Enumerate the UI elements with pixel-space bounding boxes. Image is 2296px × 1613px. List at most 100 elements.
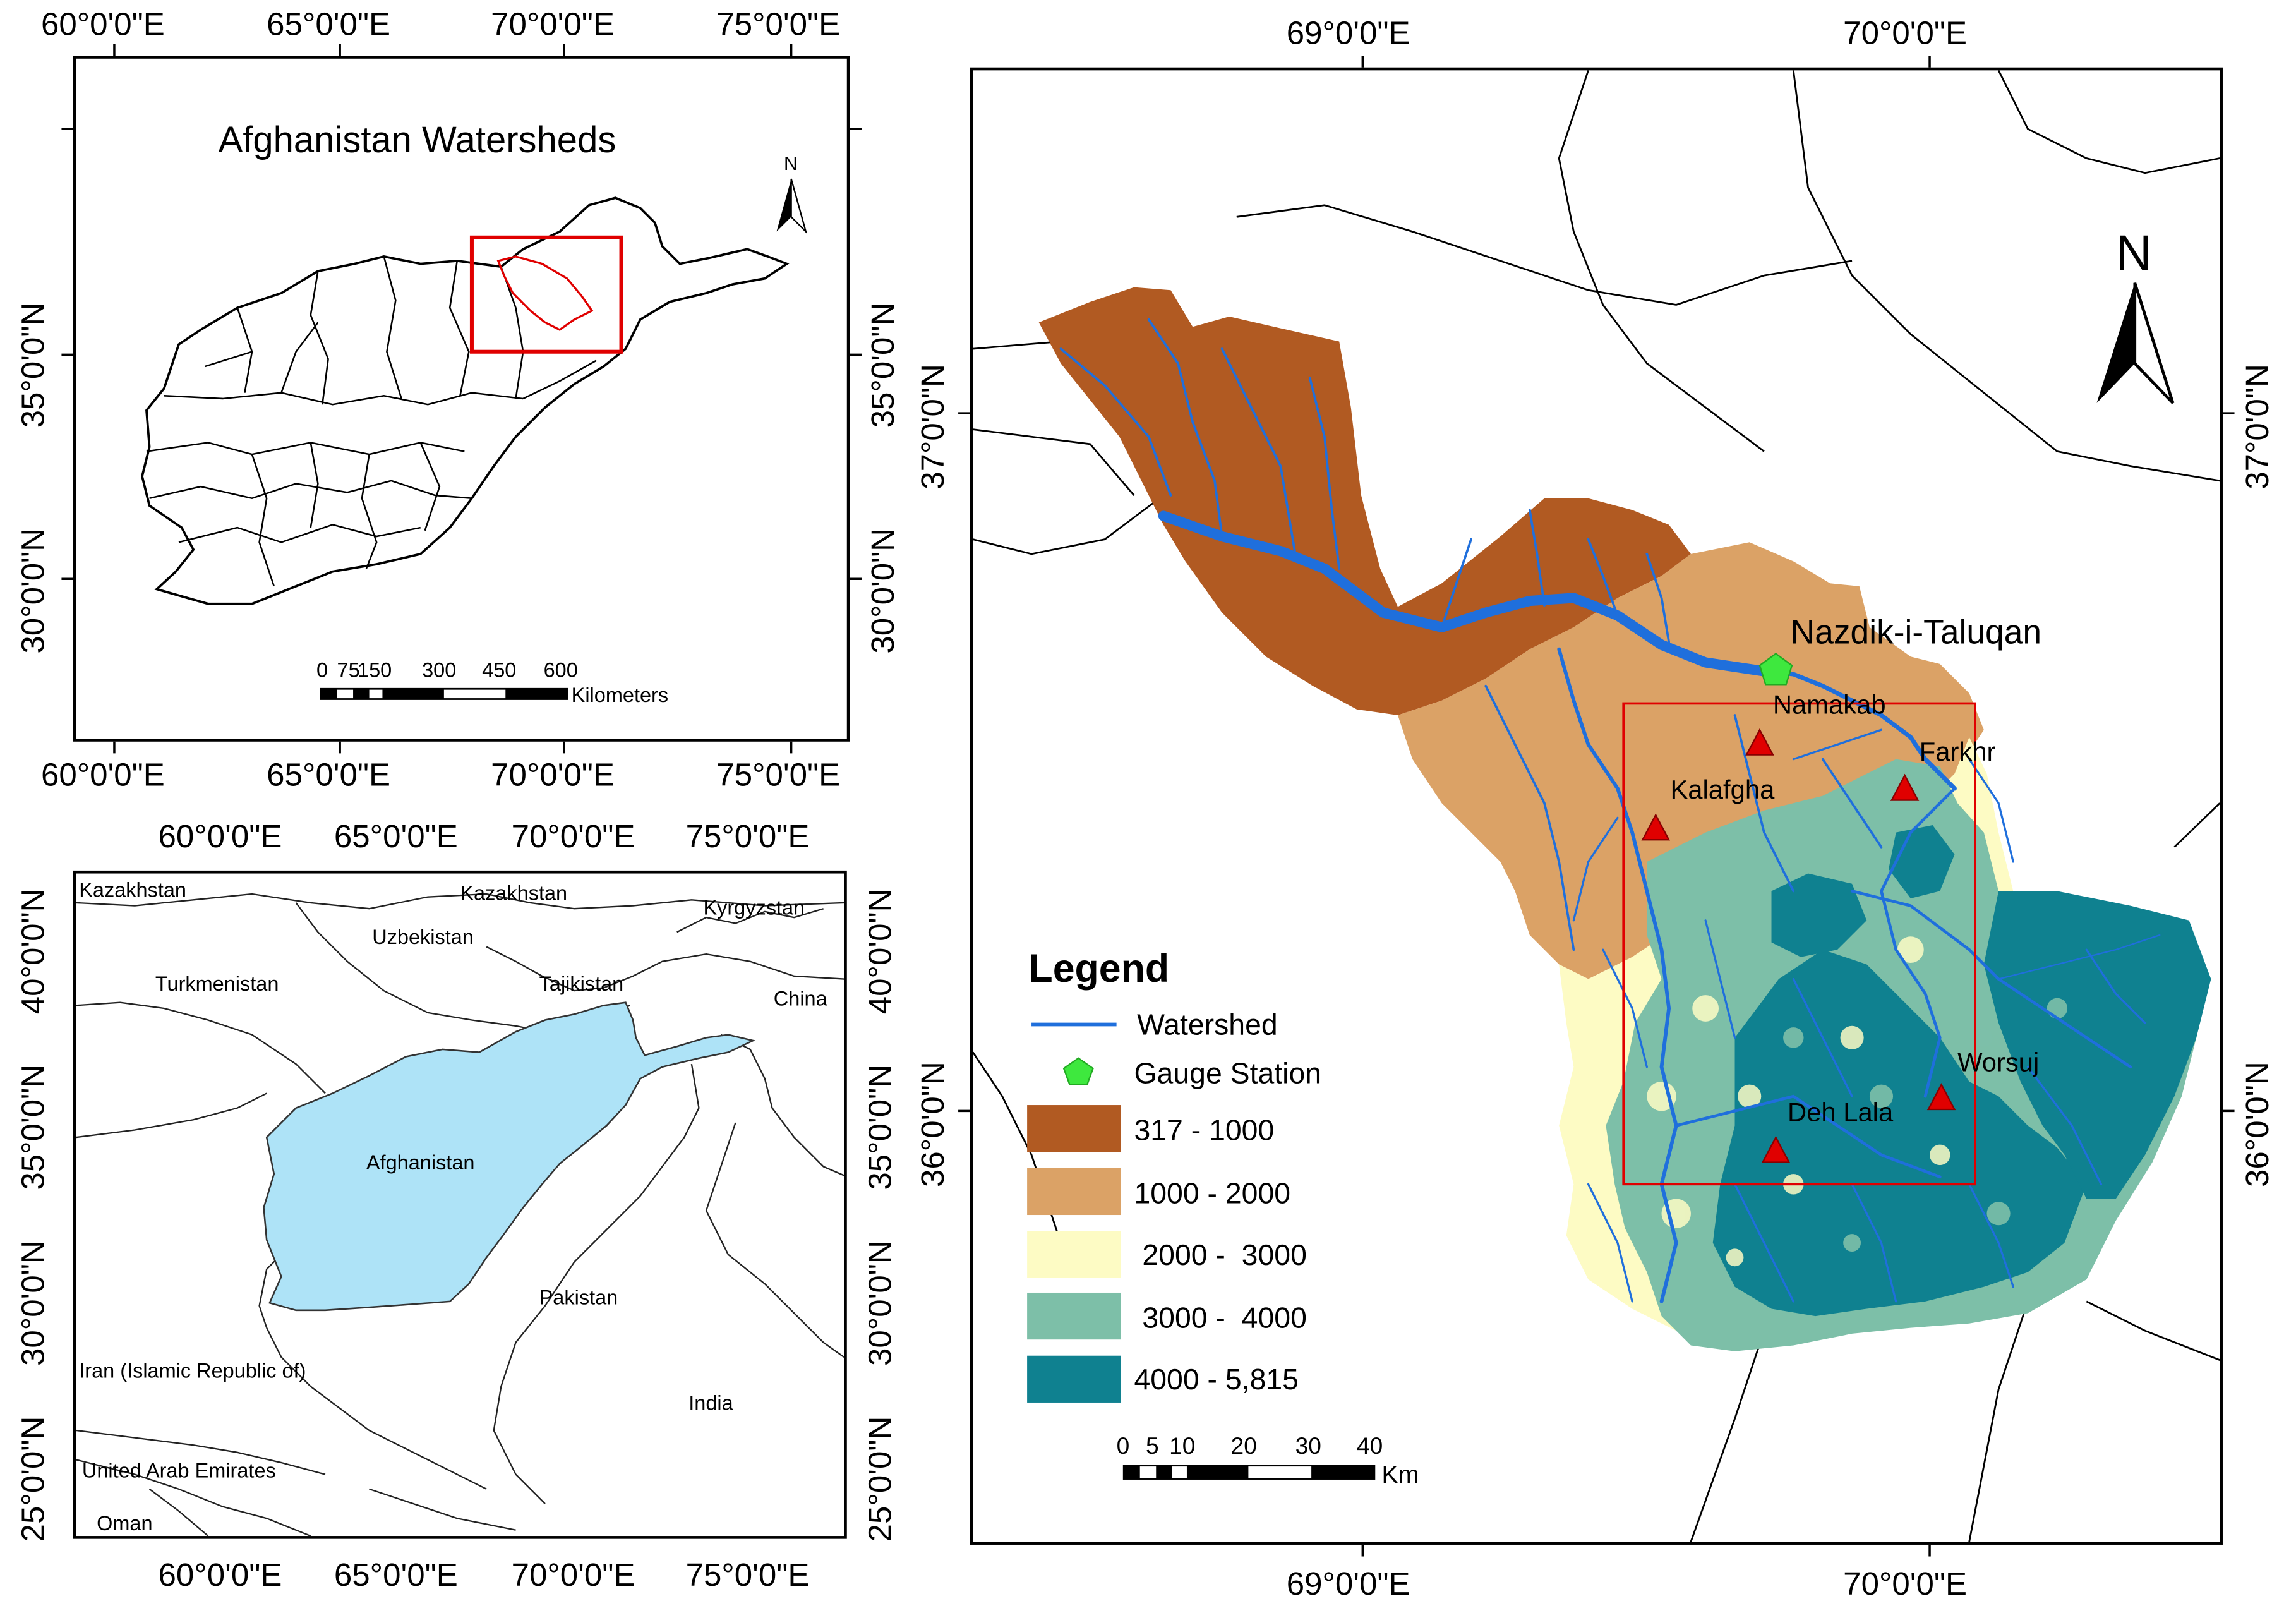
- tick-right: 37°0'0"N: [2239, 364, 2276, 490]
- legend-class-label: 1000 - 2000: [1134, 1178, 1291, 1211]
- country-label: Pakistan: [539, 1285, 618, 1309]
- legend-class-label: 317 - 1000: [1134, 1115, 1275, 1148]
- country-label: Uzbekistan: [372, 924, 474, 948]
- legend-graphics: [1027, 1022, 1121, 1403]
- tick-left: 35°0'0"N: [15, 1064, 52, 1190]
- tick-bottom: 65°0'0"E: [267, 756, 391, 793]
- country-label: Tajikistan: [539, 971, 624, 996]
- gauge-station-label: Nazdik-i-Taluqan: [1790, 612, 2042, 651]
- station-label: Namakab: [1772, 690, 1886, 720]
- study-basin-outline: [496, 255, 594, 331]
- watershed-boundaries: [146, 256, 597, 587]
- afghanistan-outline: [141, 196, 790, 605]
- country-label: Kazakhstan: [460, 881, 568, 905]
- scalebar-tick: 450: [482, 658, 517, 682]
- country-borders: [76, 893, 844, 1537]
- country-label: Afghanistan: [366, 1150, 475, 1175]
- station-markers: [1641, 653, 1956, 1163]
- north-label: N: [784, 154, 798, 174]
- tick-top: 65°0'0"E: [267, 6, 391, 43]
- tick-left: 30°0'0"N: [15, 1240, 52, 1366]
- scalebar-tick: 300: [422, 658, 457, 682]
- station-label: Farkhr: [1919, 737, 1996, 767]
- scalebar-tick: 5: [1146, 1434, 1159, 1460]
- region-map-canvas: [76, 893, 844, 1537]
- country-label: Kyrgyzstan: [703, 895, 805, 919]
- tick-top: 60°0'0"E: [158, 818, 282, 855]
- tick-top: 75°0'0"E: [685, 818, 810, 855]
- tick-left: 40°0'0"N: [15, 888, 52, 1015]
- tick-bottom: 70°0'0"E: [511, 1556, 635, 1593]
- station-label: Deh Lala: [1788, 1097, 1894, 1127]
- north-arrow-icon: [776, 178, 808, 234]
- tick-top: 70°0'0"E: [1843, 15, 1968, 52]
- right-ticks: [958, 56, 2235, 1557]
- tl-ticks: [61, 44, 862, 754]
- watersheds-map-canvas: N: [141, 154, 808, 700]
- country-label: Iran (Islamic Republic of): [79, 1358, 306, 1382]
- elevation-class-2: [1397, 542, 1984, 979]
- watersheds-map-frame: N Afghanistan Watersheds 0 75 150 300 45…: [73, 56, 850, 742]
- station-label: Kalafgha: [1670, 775, 1775, 805]
- scalebar-tick: 0: [1116, 1434, 1130, 1460]
- tick-left: 25°0'0"N: [15, 1416, 52, 1542]
- scalebar-tick: 10: [1169, 1434, 1196, 1460]
- scalebar-tick: 40: [1357, 1434, 1383, 1460]
- tick-top: 70°0'0"E: [511, 818, 635, 855]
- tick-left: 30°0'0"N: [15, 528, 52, 654]
- tick-bottom: 69°0'0"E: [1286, 1565, 1410, 1602]
- scalebar-tick: 600: [543, 658, 578, 682]
- legend-class-label: 3000 - 4000: [1134, 1303, 1307, 1336]
- scalebar-tick: 75: [337, 658, 360, 682]
- scalebar-km-right: [1122, 1465, 1376, 1480]
- scalebar-unit: Km: [1381, 1461, 1419, 1489]
- tick-left: 36°0'0"N: [914, 1061, 951, 1187]
- country-label: Oman: [97, 1511, 153, 1535]
- study-area-box: [1622, 702, 1976, 1186]
- elevation-class-1: [1038, 287, 1691, 716]
- country-label: India: [688, 1391, 733, 1415]
- legend-watershed: Watershed: [1137, 1010, 1278, 1042]
- tick-top: 70°0'0"E: [491, 6, 615, 43]
- locator-box: [469, 235, 623, 354]
- country-label: United Arab Emirates: [81, 1458, 276, 1482]
- legend-class-label: 4000 - 5,815: [1134, 1364, 1299, 1397]
- tick-top: 75°0'0"E: [716, 6, 841, 43]
- tick-bottom: 60°0'0"E: [158, 1556, 282, 1593]
- scalebar-tick: 0: [316, 658, 328, 682]
- legend-gauge-station: Gauge Station: [1134, 1058, 1322, 1090]
- tick-top: 69°0'0"E: [1286, 15, 1410, 52]
- scalebar-km: [320, 687, 568, 700]
- study-area-map-frame: N Nazdik-i-Taluqan Namakab: [970, 67, 2223, 1545]
- tick-bottom: 75°0'0"E: [685, 1556, 810, 1593]
- dem-texture: [1647, 936, 1950, 1267]
- tick-bottom: 65°0'0"E: [334, 1556, 458, 1593]
- north-label: N: [2116, 225, 2152, 281]
- scalebar-tick: 150: [358, 658, 392, 682]
- tick-bottom: 75°0'0"E: [716, 756, 841, 793]
- tick-bottom: 60°0'0"E: [40, 756, 165, 793]
- scalebar-unit: Kilometers: [571, 682, 669, 707]
- legend-class-label: 2000 - 3000: [1134, 1240, 1307, 1272]
- region-map-frame: Kazakhstan Kazakhstan Kyrgyzstan Uzbekis…: [73, 870, 847, 1539]
- tick-left: 35°0'0"N: [15, 302, 52, 428]
- afghanistan-shape: [263, 1001, 756, 1312]
- scalebar-tick: 30: [1295, 1434, 1321, 1460]
- country-label: Kazakhstan: [79, 878, 187, 902]
- station-namakab-icon: [1745, 728, 1774, 756]
- scalebar-tick: 20: [1230, 1434, 1257, 1460]
- tick-top: 60°0'0"E: [40, 6, 165, 43]
- tick-top: 65°0'0"E: [334, 818, 458, 855]
- station-dehlala-icon: [1761, 1135, 1791, 1163]
- tick-bottom: 70°0'0"E: [1843, 1565, 1968, 1602]
- gauge-station-icon: [1758, 653, 1793, 686]
- station-worsuj-icon: [1926, 1083, 1956, 1111]
- tick-left: 37°0'0"N: [914, 364, 951, 490]
- legend-title: Legend: [1028, 946, 1170, 991]
- station-label: Worsuj: [1957, 1048, 2040, 1077]
- study-area-map-canvas: N: [972, 69, 2221, 1542]
- tick-right: 36°0'0"N: [2239, 1061, 2276, 1187]
- map-title: Afghanistan Watersheds: [218, 120, 616, 162]
- station-farkhr-icon: [1890, 773, 1920, 801]
- country-label: China: [773, 986, 827, 1010]
